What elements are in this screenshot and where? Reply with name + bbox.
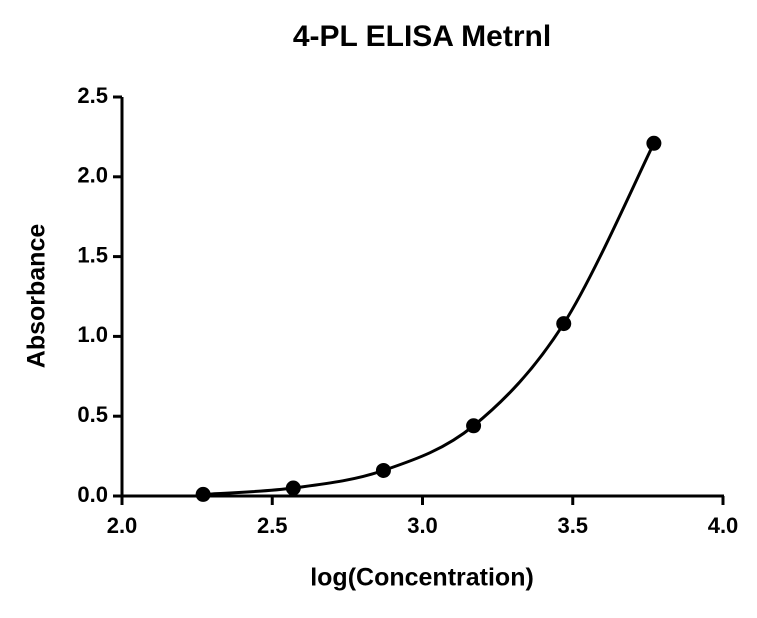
y-tick-label: 2.5	[77, 83, 108, 108]
y-tick-label: 0.0	[77, 482, 108, 507]
data-point	[285, 480, 301, 496]
fit-curve	[203, 142, 656, 496]
data-point	[195, 486, 211, 502]
data-point	[556, 316, 572, 332]
data-point	[375, 462, 391, 478]
data-point	[466, 418, 482, 434]
y-tick-label: 2.0	[77, 163, 108, 188]
x-tick-label: 2.5	[257, 513, 288, 538]
chart-title: 4-PL ELISA Metrnl	[293, 20, 551, 53]
y-axis-title: Absorbance	[23, 224, 51, 369]
x-tick-label: 2.0	[107, 513, 138, 538]
x-axis-title: log(Concentration)	[310, 564, 534, 592]
y-tick-label: 1.0	[77, 322, 108, 347]
x-tick-label: 4.0	[708, 513, 739, 538]
x-tick-label: 3.0	[407, 513, 438, 538]
data-point	[646, 135, 662, 151]
y-tick-label: 1.5	[77, 242, 108, 267]
x-tick-label: 3.5	[557, 513, 588, 538]
y-tick-label: 0.5	[77, 402, 108, 427]
